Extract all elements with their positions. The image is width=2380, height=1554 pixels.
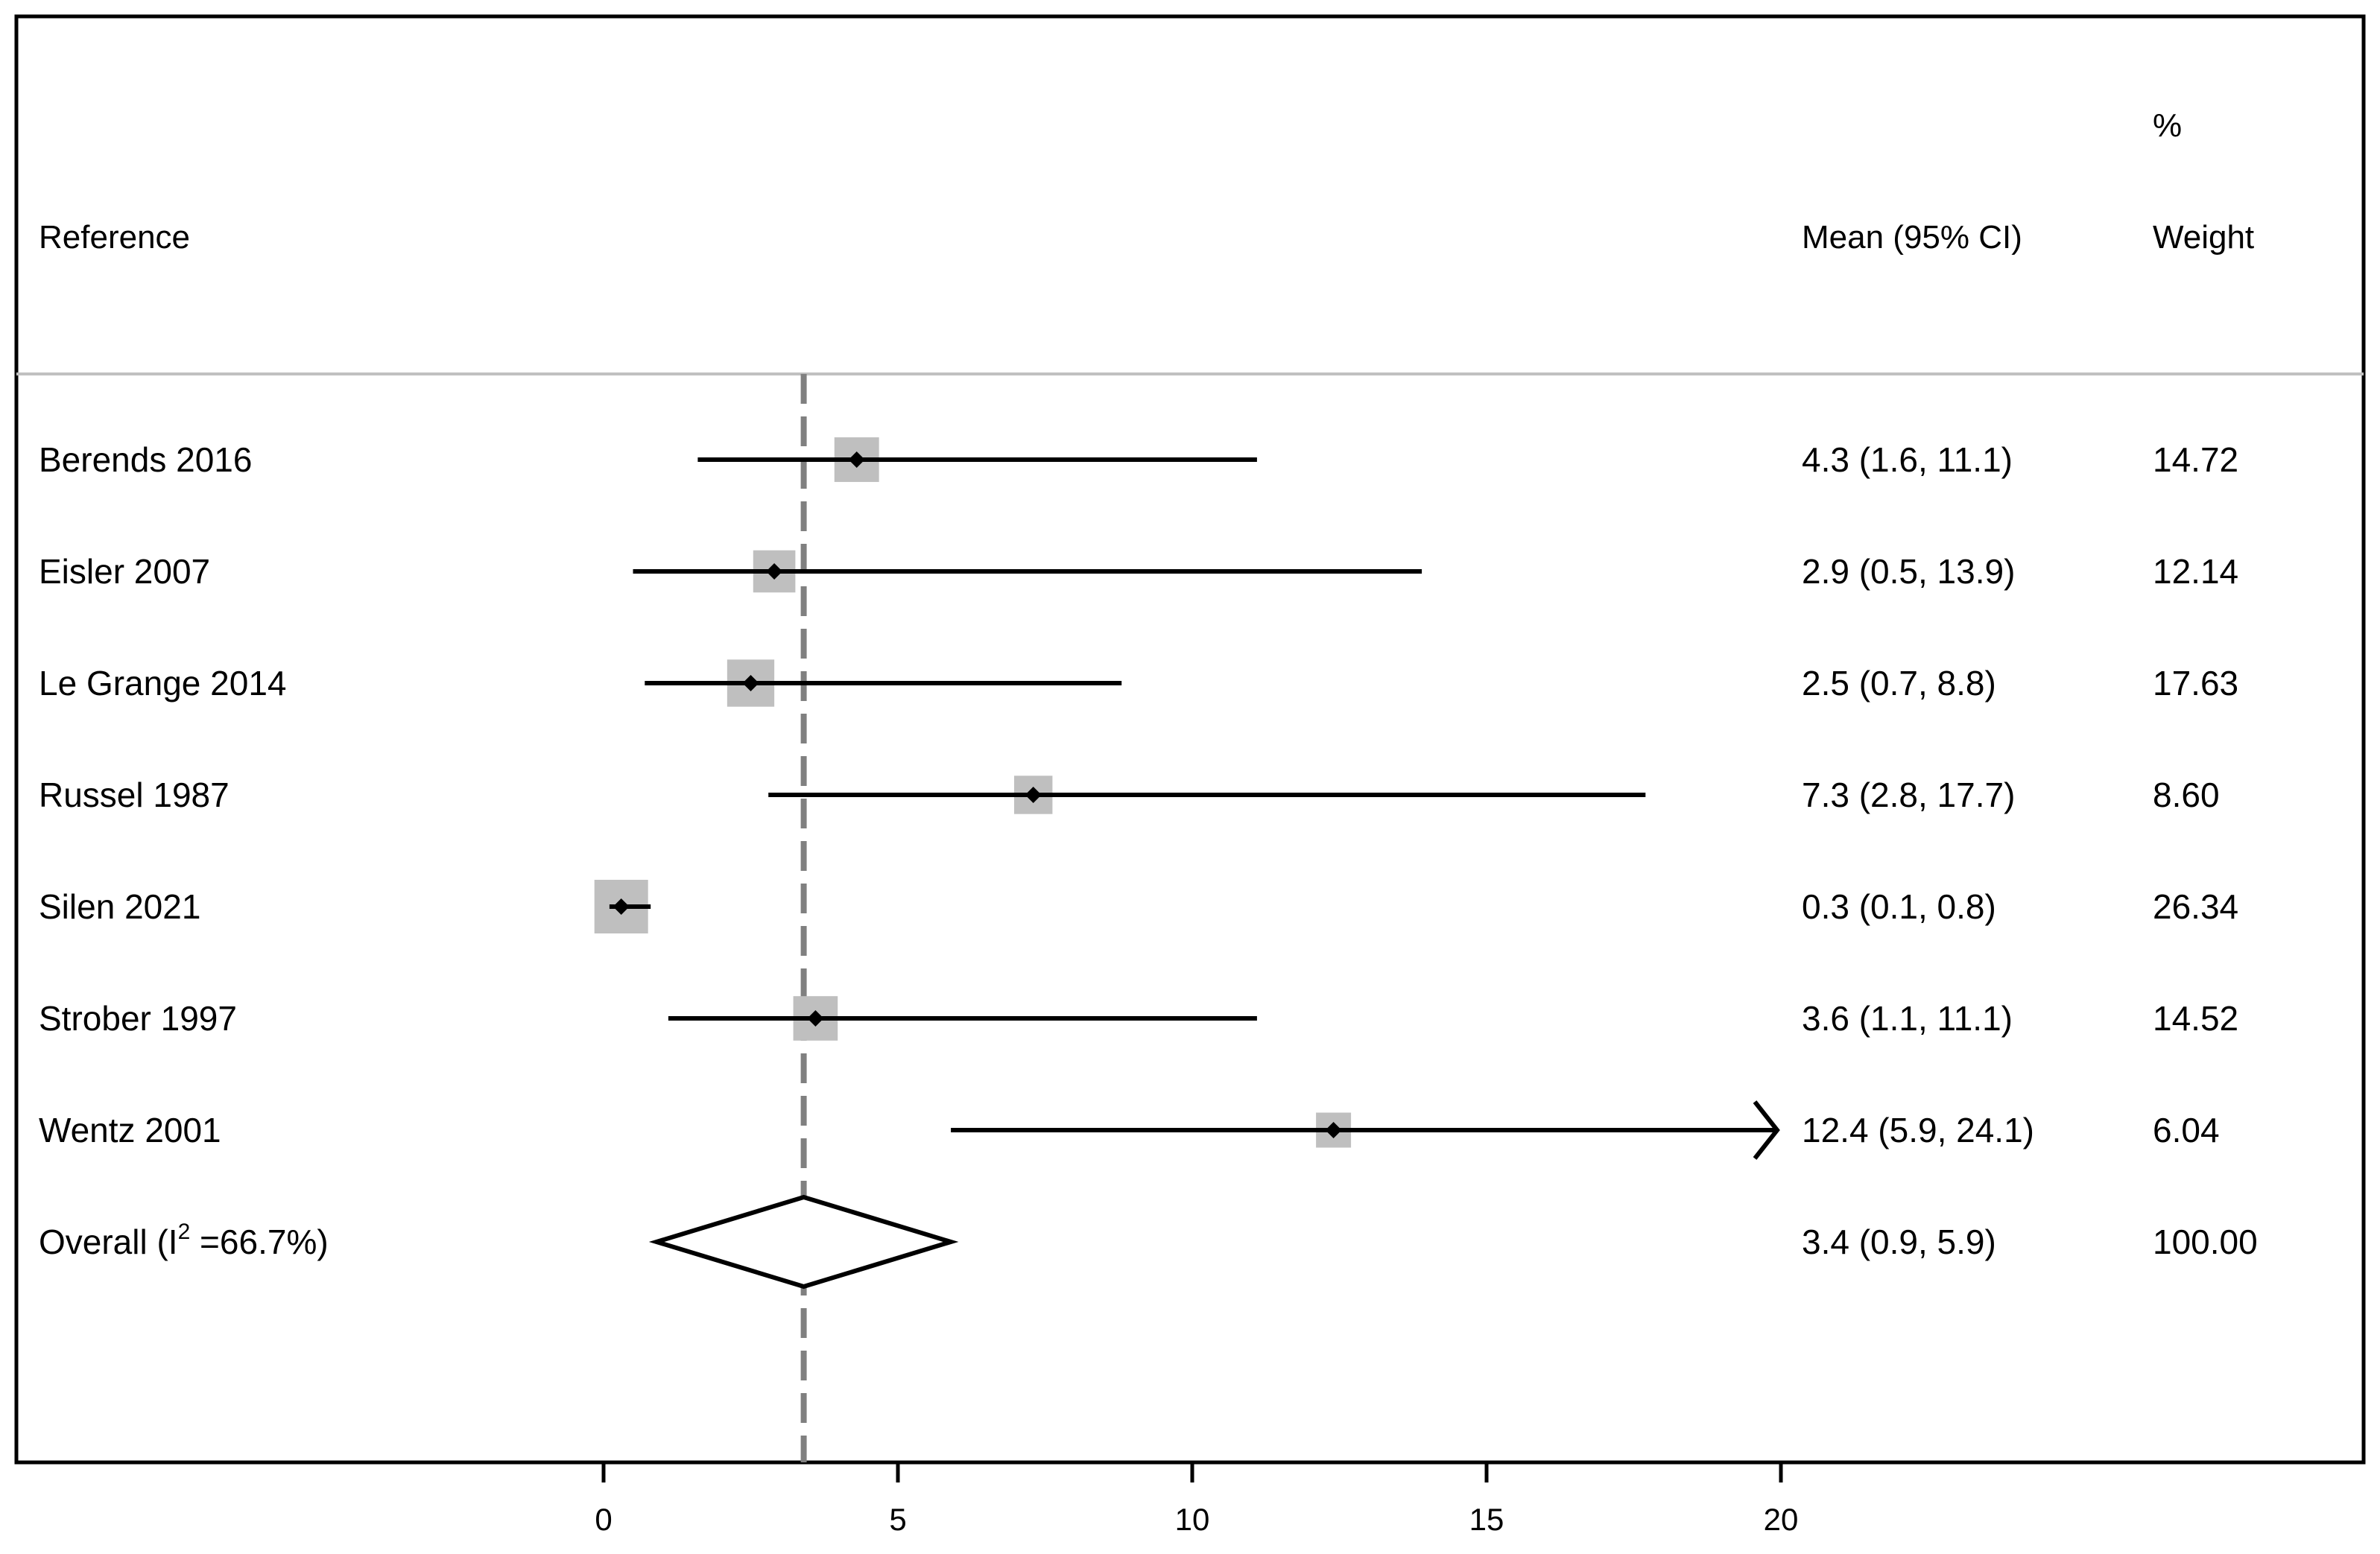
study-label: Strober 1997 <box>39 999 237 1038</box>
point-estimate <box>1325 1122 1342 1138</box>
study-ci: 7.3 (2.8, 17.7) <box>1802 776 2015 814</box>
header-reference: Reference <box>39 219 190 256</box>
plot-frame <box>14 14 2366 1465</box>
study-mark <box>633 550 1422 593</box>
point-estimate <box>1025 787 1042 803</box>
ci-arrow <box>1753 1100 1780 1160</box>
x-tick-label: 0 <box>595 1502 612 1537</box>
overall-weight: 100.00 <box>2153 1222 2258 1261</box>
header-mean-ci: Mean (95% CI) <box>1802 219 2022 256</box>
plot-marks <box>594 374 1780 1462</box>
point-estimate <box>848 451 865 468</box>
point-estimate <box>613 898 630 915</box>
study-ci: 0.3 (0.1, 0.8) <box>1802 887 1996 926</box>
x-tick-label: 10 <box>1175 1502 1210 1537</box>
study-mark <box>594 880 651 933</box>
study-weight: 14.72 <box>2153 440 2238 479</box>
overall-ci: 3.4 (0.9, 5.9) <box>1802 1222 1996 1261</box>
study-ci: 2.5 (0.7, 8.8) <box>1802 664 1996 703</box>
study-label: Silen 2021 <box>39 887 200 926</box>
point-estimate <box>766 563 783 580</box>
point-estimate <box>742 675 759 691</box>
study-ci: 12.4 (5.9, 24.1) <box>1802 1111 2034 1149</box>
study-mark <box>951 1100 1780 1160</box>
study-weight: 26.34 <box>2153 887 2238 926</box>
study-mark <box>668 996 1257 1041</box>
study-mark <box>768 776 1646 814</box>
study-ci: 2.9 (0.5, 13.9) <box>1802 552 2015 591</box>
header-weight: Weight <box>2153 219 2254 256</box>
study-weight: 8.60 <box>2153 776 2220 814</box>
study-mark <box>645 659 1122 707</box>
table-rows: Berends 2016 4.3 (1.6, 11.1) 14.72 Eisler 2… <box>39 440 2258 1261</box>
study-label: Wentz 2001 <box>39 1111 221 1149</box>
x-tick-label: 5 <box>889 1502 906 1537</box>
study-weight: 12.14 <box>2153 552 2238 591</box>
overall-label: Overall (I2 =66.7%) <box>39 1220 329 1261</box>
point-estimate <box>807 1010 824 1027</box>
study-ci: 3.6 (1.1, 11.1) <box>1802 999 2013 1038</box>
study-label: Eisler 2007 <box>39 552 210 591</box>
study-label: Russel 1987 <box>39 776 230 814</box>
x-tick-label: 20 <box>1764 1502 1799 1537</box>
study-ci: 4.3 (1.6, 11.1) <box>1802 440 2013 479</box>
header-weight-percent: % <box>2153 107 2182 144</box>
x-tick-label: 15 <box>1469 1502 1504 1537</box>
study-label: Berends 2016 <box>39 440 252 479</box>
study-label: Le Grange 2014 <box>39 664 287 703</box>
study-weight: 6.04 <box>2153 1111 2220 1149</box>
study-weight: 14.52 <box>2153 999 2238 1038</box>
x-axis: 0 5 10 15 20 <box>595 1462 1798 1537</box>
study-weight: 17.63 <box>2153 664 2238 703</box>
overall-diamond <box>648 1194 959 1290</box>
study-mark <box>697 437 1257 482</box>
